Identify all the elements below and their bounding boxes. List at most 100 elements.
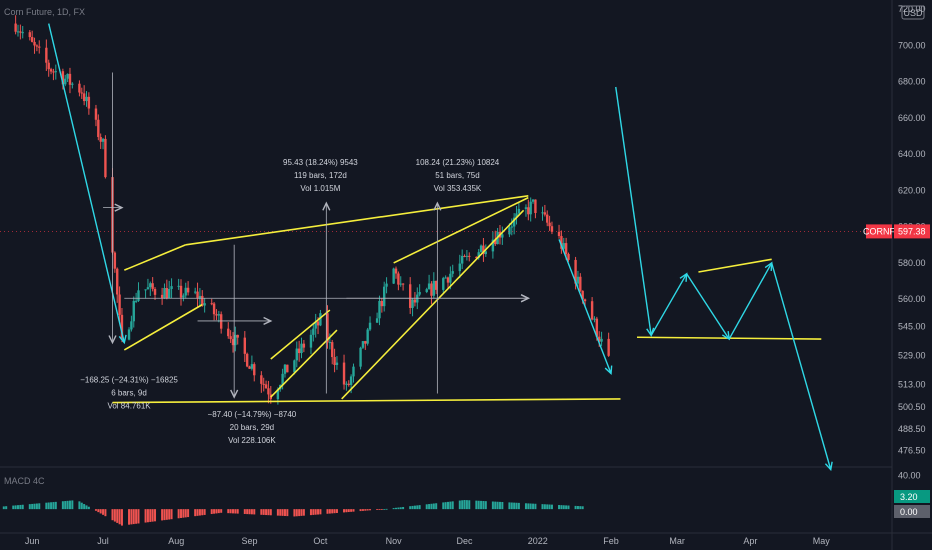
histogram-bar (428, 504, 431, 510)
histogram-bar (227, 509, 230, 514)
projection-arrow (771, 262, 832, 470)
candle-body (151, 283, 154, 289)
histogram-bar (269, 509, 272, 516)
histogram-bar (283, 509, 286, 516)
histogram-bar (187, 509, 190, 518)
candle-body (546, 214, 549, 223)
candle-body (286, 364, 289, 373)
candle-body (267, 388, 270, 395)
candle-body (375, 318, 379, 323)
histogram-bar (302, 509, 305, 516)
time-tick-label: Sep (242, 536, 258, 546)
macd-histogram (2, 500, 584, 526)
histogram-bar (369, 509, 372, 511)
candle-body (451, 271, 454, 274)
histogram-bar (482, 501, 485, 510)
macd-tick-label: 40.00 (898, 471, 921, 481)
candle-body (82, 93, 86, 102)
candles (0, 15, 892, 405)
histogram-bar (213, 509, 216, 514)
price-tick-label: 545.00 (898, 321, 926, 331)
histogram-bar (430, 503, 433, 510)
histogram-bar (392, 508, 395, 510)
measure-label: 119 bars, 172d (294, 171, 347, 180)
histogram-bar (347, 509, 350, 513)
candle-body (94, 108, 98, 120)
candle-body (510, 226, 513, 228)
candle-body (160, 294, 164, 299)
candle-body (153, 288, 157, 295)
histogram-bar (2, 506, 5, 510)
candle-body (215, 314, 218, 316)
candle-body (482, 245, 485, 255)
histogram-bar (335, 509, 338, 513)
histogram-bar (359, 509, 362, 512)
candle-body (68, 73, 72, 85)
histogram-bar (300, 509, 303, 516)
candle-body (397, 273, 400, 285)
candle-body (567, 254, 570, 260)
histogram-bar (12, 505, 15, 510)
histogram-bar (491, 501, 494, 510)
histogram-bar (376, 509, 379, 510)
candle-body (193, 291, 197, 293)
histogram-bar (71, 500, 74, 510)
candle-body (494, 239, 497, 245)
histogram-bar (543, 504, 546, 510)
histogram-bar (279, 509, 282, 516)
candle-body (146, 287, 150, 290)
candle-body (260, 375, 263, 384)
candle-body (527, 207, 530, 215)
candle-body (347, 383, 350, 385)
histogram-bar (513, 502, 516, 510)
candle-body (465, 255, 469, 257)
histogram-bar (328, 509, 331, 514)
histogram-bar (560, 505, 563, 510)
histogram-bar (83, 504, 86, 510)
histogram-bar (236, 509, 239, 514)
macd-title[interactable]: MACD 4C (4, 476, 45, 486)
histogram-bar (203, 509, 206, 515)
histogram-bar (33, 503, 36, 510)
measure-label: 108.24 (21.23%) 10824 (416, 158, 500, 167)
candle-body (463, 255, 466, 257)
candle-body (66, 73, 69, 79)
histogram-bar (548, 504, 551, 510)
price-axis[interactable]: 476.50 488.50 500.50 513.00 529.00 545.00 560.… (863, 4, 930, 518)
candle-body (368, 322, 372, 330)
candle-body (316, 321, 320, 326)
candle-body (19, 31, 22, 33)
candle-body (508, 227, 511, 235)
candle-body (529, 201, 532, 215)
histogram-bar (409, 506, 412, 510)
candle-body (196, 291, 199, 299)
candle-body (47, 62, 50, 70)
histogram-bar (120, 509, 123, 526)
histogram-bar (326, 509, 329, 514)
trendline (698, 258, 772, 273)
histogram-bar (66, 500, 69, 510)
histogram-bar (281, 509, 284, 516)
candle-body (331, 342, 334, 358)
measure-label: Vol 1.015M (300, 184, 340, 193)
histogram-bar (194, 509, 197, 517)
candle-body (449, 273, 452, 283)
histogram-bar (312, 509, 315, 515)
histogram-bar (151, 509, 154, 522)
histogram-bar (541, 504, 544, 510)
candle-body (219, 314, 223, 329)
currency-badge[interactable]: USD (901, 5, 925, 20)
time-axis[interactable]: Jun Jul Aug Sep Oct Nov Dec 2022 Feb Mar Apr May (25, 536, 830, 546)
time-tick-label: May (813, 536, 831, 546)
symbol-title[interactable]: Corn Future, 1D, FX (4, 7, 85, 17)
histogram-bar (534, 503, 537, 510)
histogram-bar (5, 506, 8, 510)
candle-body (326, 313, 329, 343)
candle-body (380, 300, 384, 307)
histogram-bar (137, 509, 140, 524)
time-tick-label: Jul (97, 536, 109, 546)
candle-body (335, 362, 339, 365)
price-tick-label: 529.00 (898, 350, 926, 360)
